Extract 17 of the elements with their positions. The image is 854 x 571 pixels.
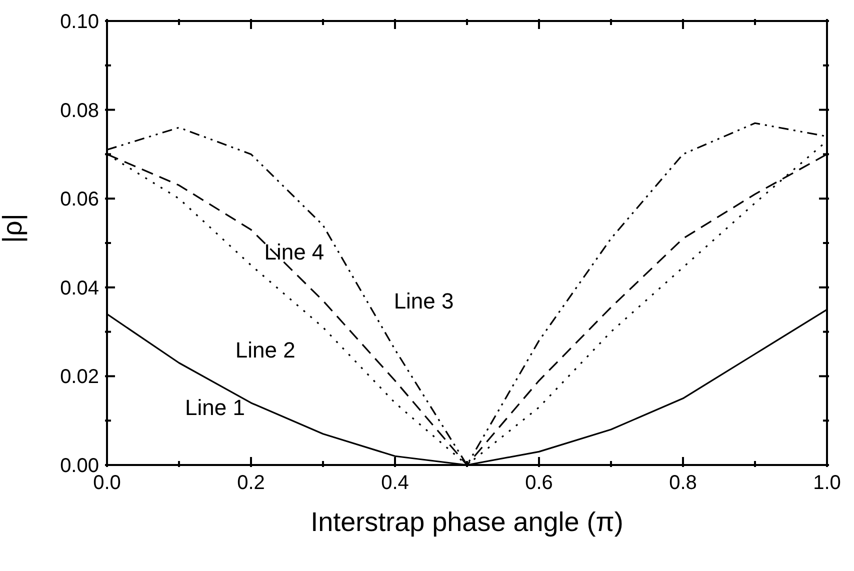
x-tick-label: 0.4 <box>381 472 409 494</box>
y-tick-label: 0.04 <box>60 277 99 300</box>
y-tick-label: 0.10 <box>60 11 99 33</box>
y-tick-label: 0.06 <box>60 188 99 211</box>
series-label: Line 1 <box>185 395 245 420</box>
series-label: Line 3 <box>394 288 454 314</box>
x-tick-label: 0.0 <box>93 472 121 494</box>
x-tick-label: 0.6 <box>525 472 553 494</box>
y-axis-title: |ρ| <box>0 214 28 243</box>
x-axis-title: Interstrap phase angle (π) <box>310 507 624 537</box>
y-tick-label: 0.08 <box>60 100 99 122</box>
x-tick-label: 0.2 <box>237 472 265 494</box>
x-tick-label: 0.8 <box>669 472 697 494</box>
series-label: Line 2 <box>235 337 296 362</box>
x-tick-label: 1.0 <box>813 472 841 494</box>
y-tick-label: 0.02 <box>60 366 99 388</box>
series-label: Line 4 <box>264 240 324 265</box>
